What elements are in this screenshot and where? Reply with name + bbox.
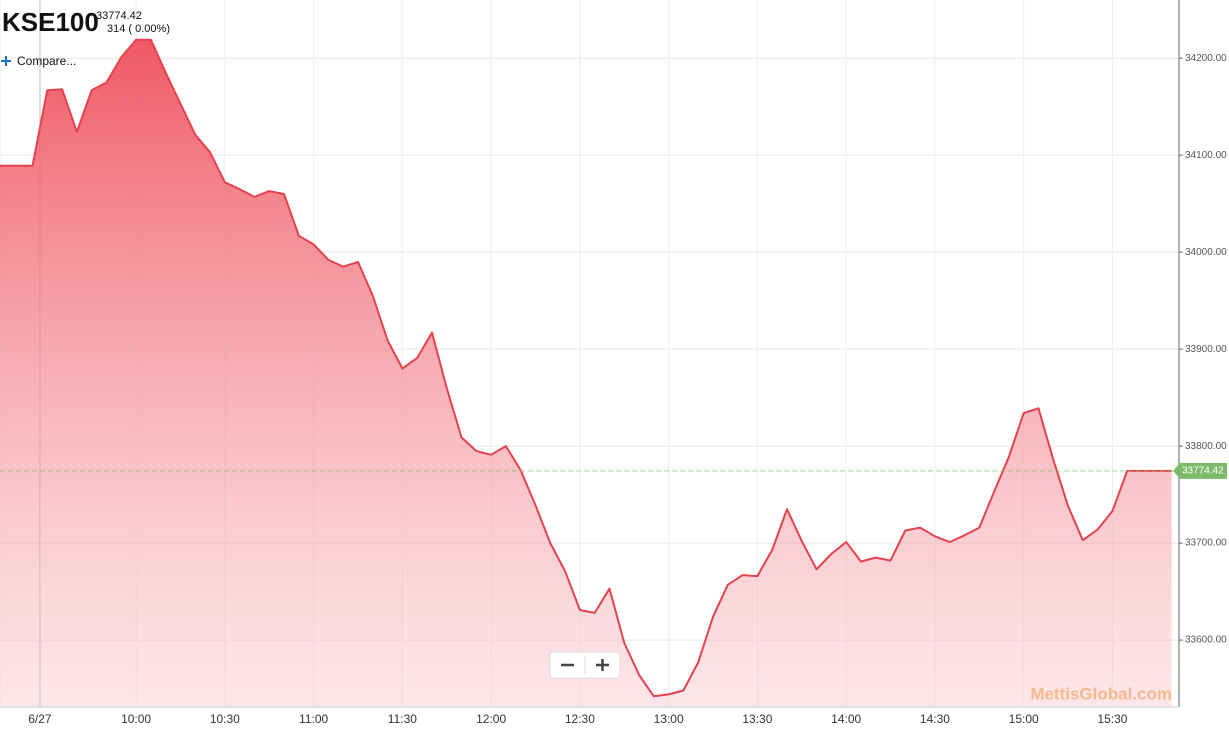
- x-tick-label: 13:00: [654, 712, 684, 726]
- x-tick-label: 10:30: [210, 712, 240, 726]
- compare-button[interactable]: Compare...: [1, 54, 76, 68]
- x-tick-label: 12:30: [565, 712, 595, 726]
- plot: [0, 40, 1179, 707]
- last-price-label: 33774.42: [1182, 466, 1224, 477]
- x-tick-label: 14:00: [831, 712, 861, 726]
- zoom-in[interactable]: [586, 653, 619, 677]
- x-tick-label: 14:30: [920, 712, 950, 726]
- x-tick-label: 11:30: [388, 712, 417, 726]
- watermark: MettisGlobal.com: [1030, 684, 1172, 703]
- zoom-out[interactable]: [551, 653, 584, 677]
- y-tick-label: 33900.00: [1185, 344, 1227, 355]
- area-fill: [0, 40, 1172, 707]
- y-tick-label: 33600.00: [1185, 635, 1227, 646]
- symbol-title: KSE100: [2, 7, 99, 37]
- y-tick-label: 34000.00: [1185, 247, 1227, 258]
- zoom-controls: [550, 652, 620, 678]
- price-change: 314 ( 0.00%): [107, 23, 170, 35]
- y-tick-label: 33800.00: [1185, 441, 1227, 452]
- y-tick-label: 34100.00: [1185, 150, 1227, 161]
- compare-label[interactable]: Compare...: [17, 54, 76, 68]
- x-tick-label: 15:00: [1009, 712, 1039, 726]
- x-tick-label: 15:30: [1097, 712, 1127, 726]
- last-price: 33774.42: [96, 10, 142, 22]
- x-tick-label: 12:00: [476, 712, 506, 726]
- x-tick-label: 11:00: [299, 712, 328, 726]
- y-tick-label: 34200.00: [1185, 53, 1227, 64]
- x-tick-label: 10:00: [121, 712, 151, 726]
- x-tick-label: 6/27: [28, 712, 52, 726]
- x-tick-label: 13:30: [742, 712, 772, 726]
- y-tick-label: 33700.00: [1185, 538, 1227, 549]
